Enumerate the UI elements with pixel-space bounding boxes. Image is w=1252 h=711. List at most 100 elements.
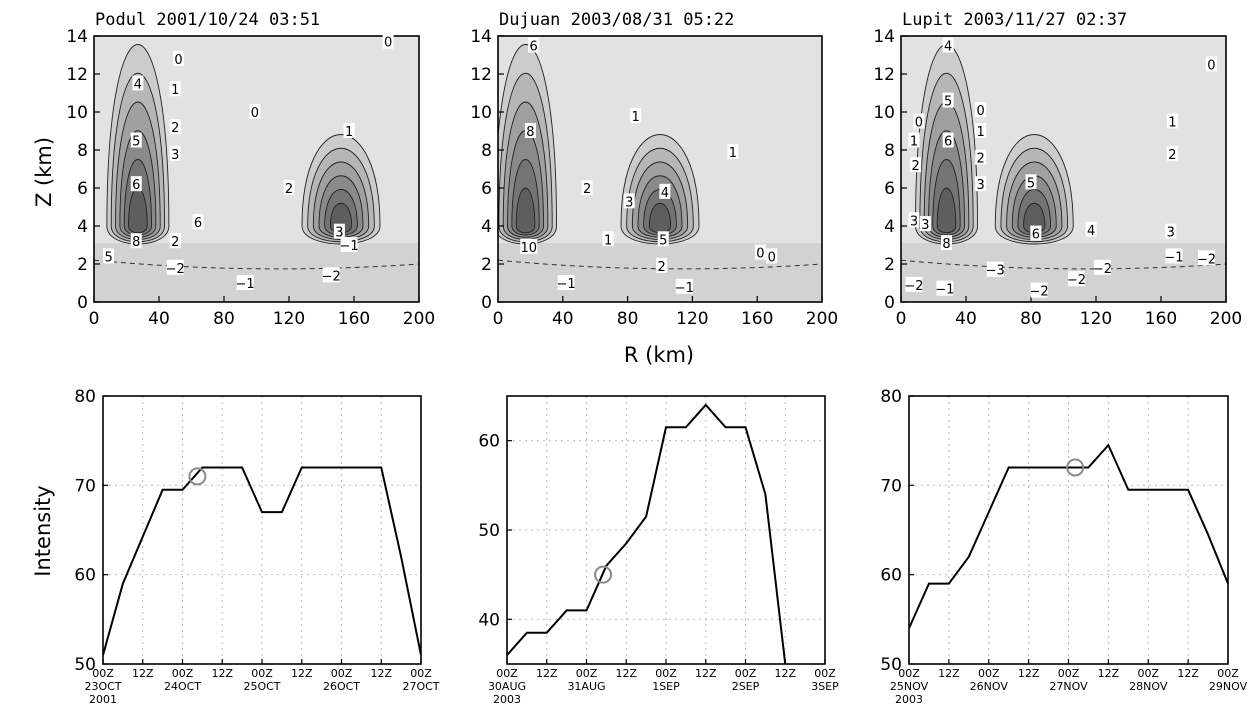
x-hour-label: 12Z	[695, 667, 717, 680]
contour-label: 4	[944, 40, 952, 55]
eyewall-2-ring-6	[648, 202, 672, 234]
x-hour-label: 00Z	[92, 667, 114, 680]
y-tick-label: 6	[481, 179, 492, 199]
eyewall-2-ring-6	[1023, 202, 1046, 234]
contour-label: 8	[526, 125, 534, 140]
contour-label-bg	[249, 104, 261, 119]
x-hour-label: 00Z	[814, 667, 836, 680]
y-tick-label: 4	[481, 217, 492, 237]
x-tick-label: 200	[403, 309, 435, 329]
contour-label: −2	[904, 279, 923, 294]
x-hour-label: 12Z	[774, 667, 796, 680]
y-tick-label: 70	[74, 476, 96, 496]
contour-label-bg	[942, 37, 954, 53]
y-tick-label: 2	[481, 255, 492, 275]
x-hour-label: 12Z	[211, 667, 233, 680]
x-tick-label: 80	[213, 309, 235, 329]
x-tick-label: 80	[617, 309, 639, 329]
contour-label: 0	[1207, 59, 1215, 74]
contour-label-bg	[1025, 174, 1037, 190]
contour-label: 5	[659, 233, 667, 248]
x-hour-label: 12Z	[370, 667, 392, 680]
contour-label-bg	[1030, 282, 1048, 298]
contour-label-bg	[130, 233, 142, 249]
negative-contour	[901, 259, 1226, 270]
contour-label: 4	[1087, 224, 1095, 239]
x-tick-label: 0	[89, 309, 100, 329]
x-hour-label: 00Z	[1217, 667, 1239, 680]
y-tick-label: 14	[470, 27, 492, 47]
y-tick-label: 10	[66, 103, 88, 123]
field-layer	[901, 36, 1226, 302]
panel-title: Podul 2001/10/24 03:51	[95, 10, 320, 30]
contour-label: 3	[335, 226, 343, 241]
y-tick-label: 8	[481, 141, 492, 161]
contour-label-bg	[602, 231, 614, 247]
contour-label-bg	[630, 107, 642, 123]
contour-label-bg	[986, 261, 1004, 277]
contour-label: 5	[944, 95, 952, 110]
y-tick-label: 4	[884, 217, 895, 237]
field-layer	[94, 36, 419, 302]
x-hour-label: 00Z	[1137, 667, 1159, 680]
contour-label-bg	[727, 143, 739, 159]
contour-label-bg	[1205, 56, 1217, 72]
contour-label: 2	[976, 152, 984, 167]
contour-label-bg	[1166, 145, 1178, 161]
contour-label: 10	[521, 241, 538, 256]
eyewall-1-ring-6	[128, 188, 148, 234]
x-day-label: 26NOV	[970, 680, 1009, 693]
contour-label-bg	[130, 132, 142, 148]
x-day-label: 23OCT	[84, 680, 121, 693]
x-tick-label: 120	[273, 309, 305, 329]
contour-label-bg	[975, 123, 987, 138]
x-hour-label: 12Z	[1098, 667, 1120, 680]
x-day-label: 26OCT	[323, 680, 360, 693]
y-tick-label: 50	[74, 655, 96, 675]
y-tick-label: 8	[77, 141, 88, 161]
contour-label: 6	[944, 135, 952, 150]
analysis-time-marker	[188, 467, 207, 486]
eyewall-1-ring-6	[936, 188, 957, 234]
x-hour-label: 00Z	[735, 667, 757, 680]
y-tick-label: 6	[77, 179, 88, 199]
contour-label: 1	[910, 135, 918, 150]
x-tick-label: 40	[148, 309, 170, 329]
contour-label: 1	[171, 83, 179, 98]
y-tick-label: 0	[77, 293, 88, 313]
contour-label-bg	[942, 132, 954, 148]
contour-label: 0	[251, 106, 259, 121]
x-tick-label: 40	[955, 309, 977, 329]
contour-label-bg	[675, 278, 693, 294]
contour-label: 1	[604, 233, 612, 248]
x-hour-label: 12Z	[1177, 667, 1199, 680]
x-hour-label: 00Z	[251, 667, 273, 680]
y-tick-label: 0	[884, 293, 895, 313]
contour-label-bg	[936, 280, 954, 296]
contour-label: 3	[625, 195, 633, 210]
contour-label: 3	[921, 218, 929, 233]
contour-label: −2	[322, 269, 341, 284]
contour-label-bg	[659, 183, 671, 199]
contour-label-bg	[132, 75, 144, 91]
intensity-series-line	[507, 403, 787, 664]
contour-label-bg	[1165, 223, 1177, 239]
y-tick-label: 12	[66, 65, 88, 85]
x-hour-label: 00Z	[172, 667, 194, 680]
contour-label-bg	[656, 257, 668, 273]
eyewall-1-ring-6	[515, 188, 536, 234]
contour-label: 6	[529, 40, 537, 55]
y-tick-label: 2	[884, 255, 895, 275]
contour-label: 0	[384, 36, 392, 51]
x-year-label: 2001	[89, 693, 117, 706]
x-hour-label: 12Z	[615, 667, 637, 680]
contour-label: 1	[345, 125, 353, 140]
contour-label-bg	[766, 248, 778, 264]
contour-label: −1	[236, 277, 255, 292]
contour-label: −2	[1067, 273, 1086, 288]
y-tick-label: 14	[873, 27, 895, 47]
x-tick-label: 160	[741, 309, 773, 329]
intensity-series-line	[103, 466, 421, 656]
contour-label: 6	[1032, 228, 1040, 243]
y-tick-label: 40	[478, 610, 500, 630]
